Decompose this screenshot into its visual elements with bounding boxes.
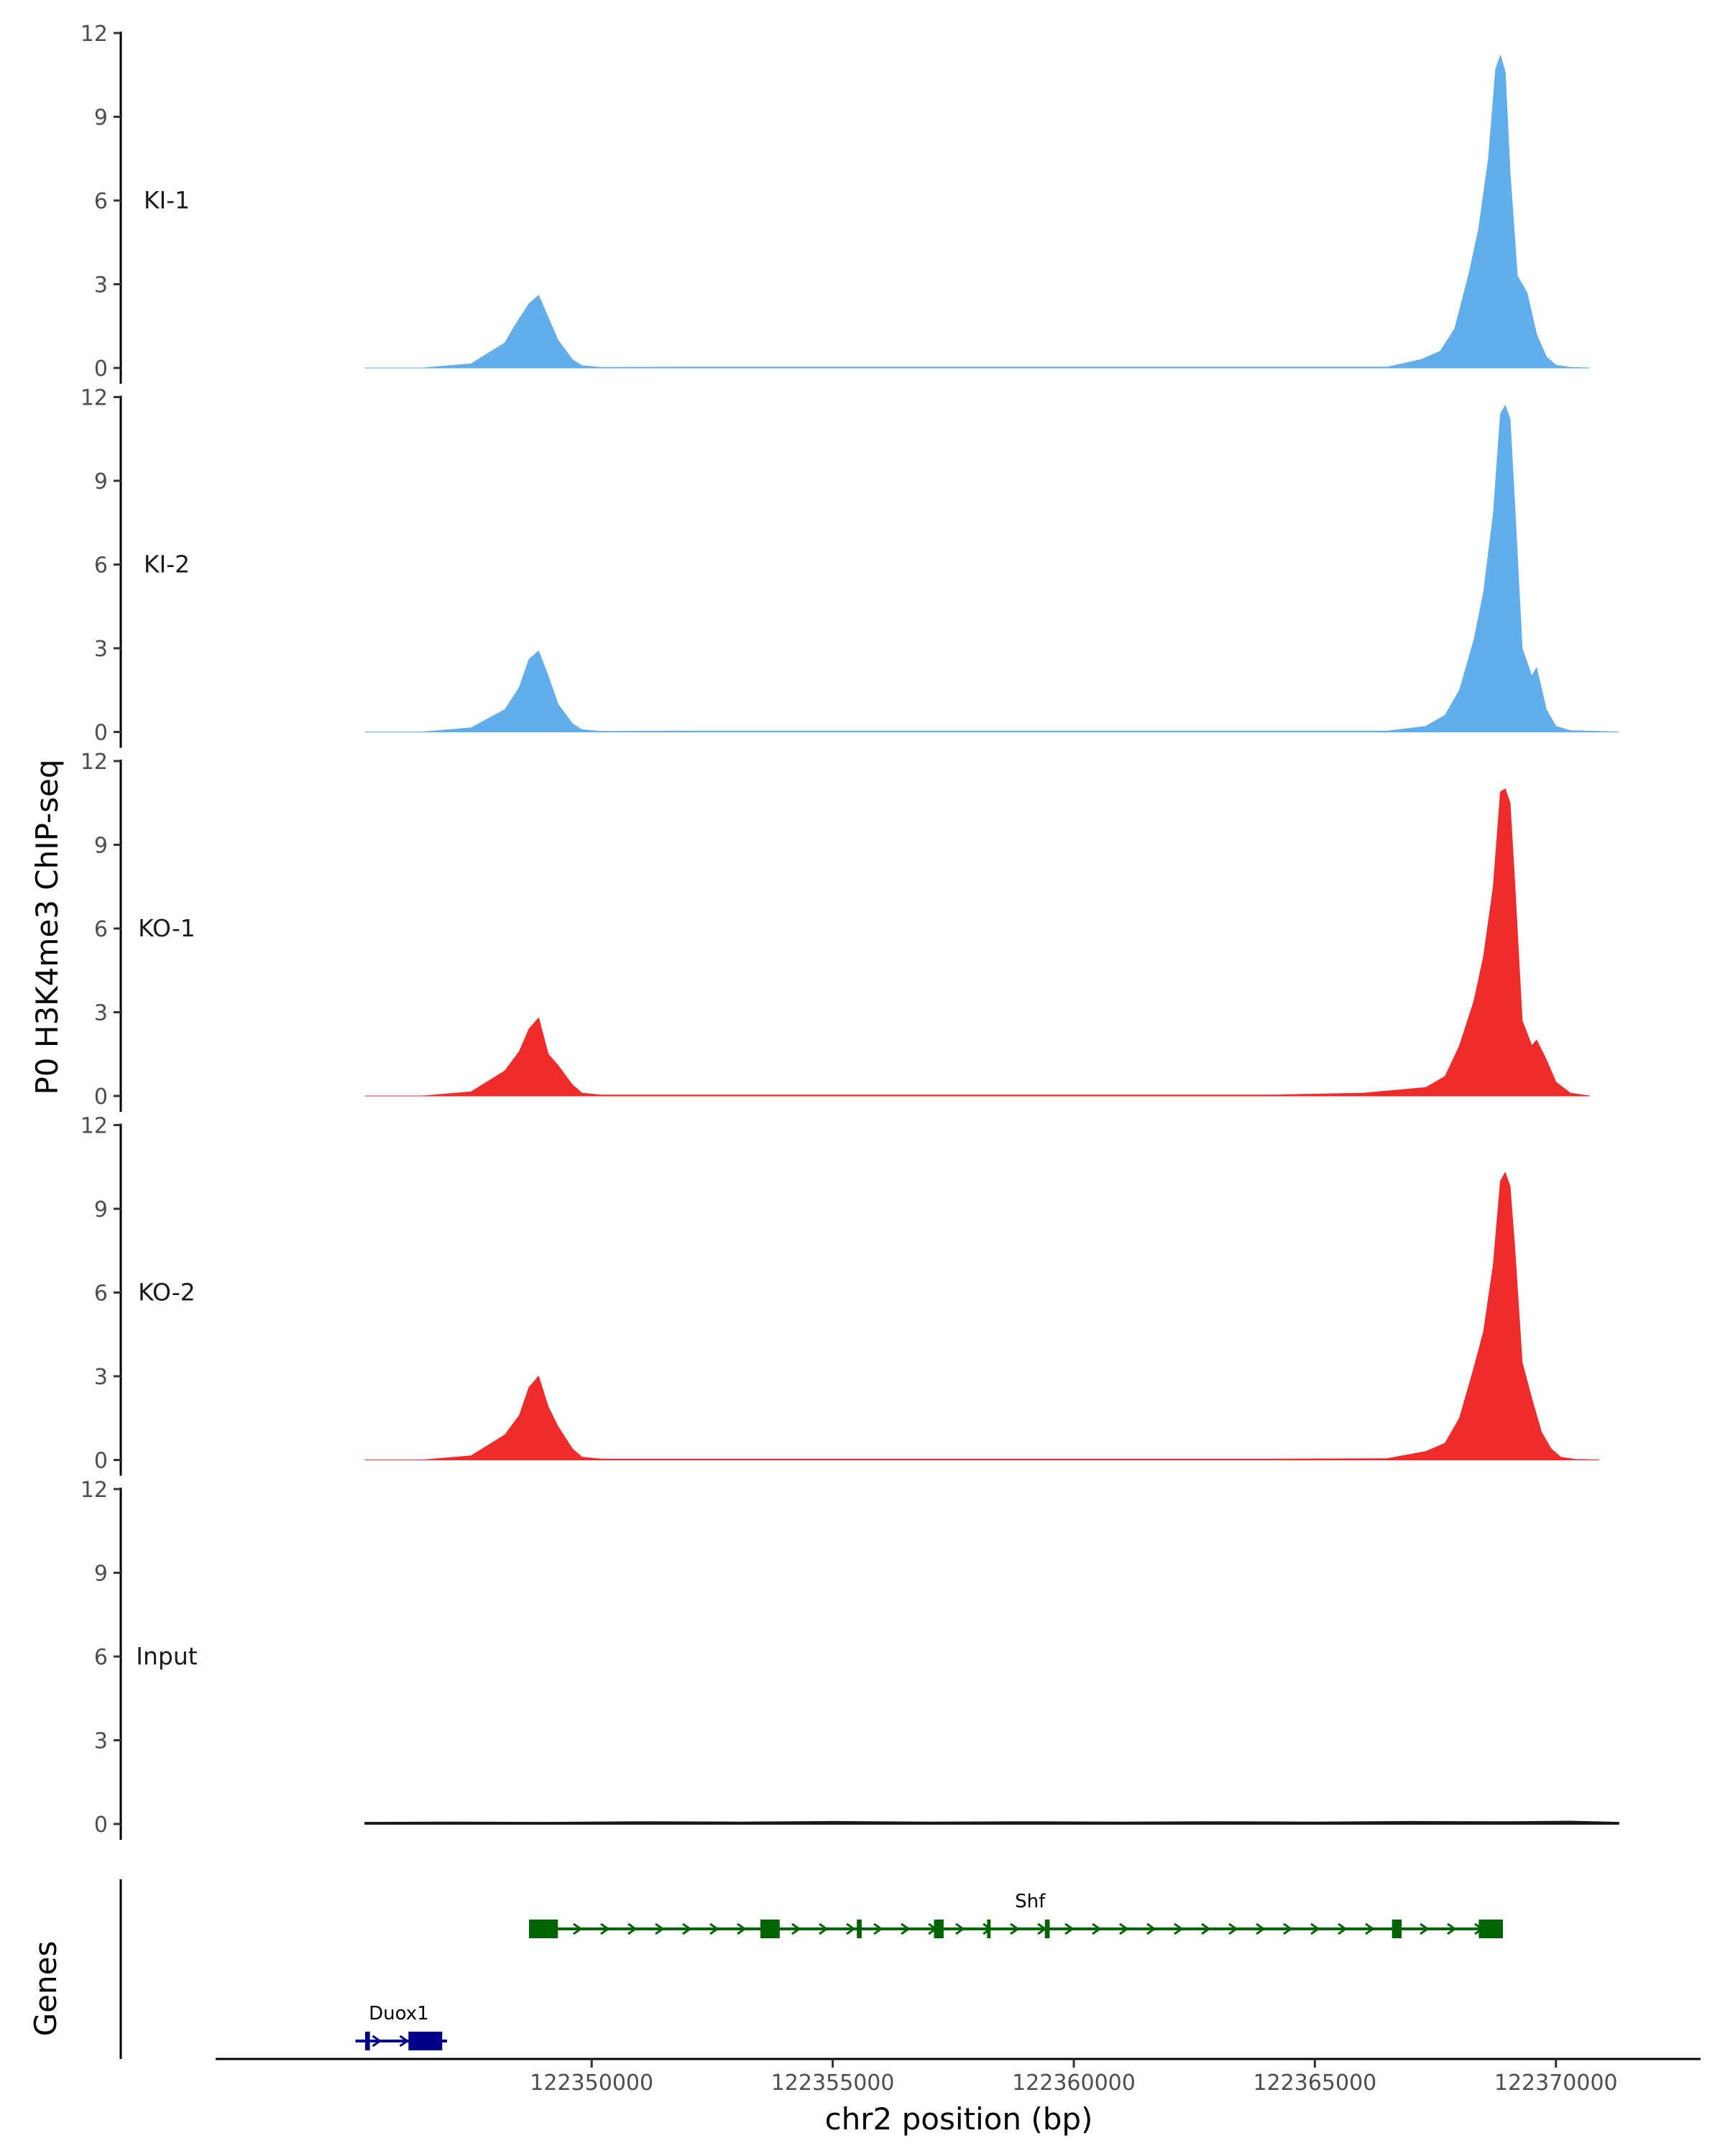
strand-chevron — [399, 2035, 410, 2047]
track-label: KI-1 — [144, 186, 190, 214]
y-tick-label: 12 — [80, 386, 108, 411]
strand-chevron — [873, 1922, 883, 1935]
signal-area — [364, 405, 1619, 732]
strand-chevron — [1447, 1922, 1457, 1935]
signal-area — [364, 55, 1591, 369]
strand-chevron — [627, 1922, 638, 1935]
gene-name-label: Shf — [1015, 1891, 1046, 1912]
strand-chevron — [1256, 1922, 1266, 1935]
x-tick-label: 122360000 — [1012, 2070, 1136, 2096]
strand-chevron — [1365, 1922, 1375, 1935]
signal-area — [364, 788, 1591, 1097]
strand-chevron — [372, 2035, 382, 2047]
y-tick-label: 6 — [94, 189, 108, 214]
x-tick-label: 122365000 — [1253, 2070, 1376, 2096]
y-tick-label: 12 — [80, 22, 108, 47]
exon-block — [760, 1920, 780, 1938]
y-tick-label: 3 — [94, 637, 108, 662]
y-tick-label: 3 — [94, 1729, 108, 1754]
exon-block — [408, 2032, 443, 2050]
strand-chevron — [955, 1922, 965, 1935]
strand-chevron — [846, 1922, 856, 1935]
strand-chevron — [1420, 1922, 1430, 1935]
track-panels: 0 3 6 9 12 KI-1 0 3 6 9 12 KI-2 0 3 6 9 12 KO-1 0 3 6 9 12 KO-2… — [80, 22, 1619, 1840]
exon-block — [1478, 1920, 1503, 1938]
y-tick-label: 6 — [94, 553, 108, 579]
y-tick-label: 6 — [94, 1645, 108, 1670]
gene-shf: Shf — [529, 1891, 1503, 1938]
x-axis-title: chr2 position (bp) — [825, 2101, 1093, 2137]
x-tick-label: 122370000 — [1494, 2070, 1618, 2096]
exon-block — [857, 1920, 862, 1938]
y-tick-label: 12 — [80, 1114, 108, 1139]
strand-chevron — [819, 1922, 829, 1935]
strand-chevron — [1201, 1922, 1211, 1935]
y-tick-label: 12 — [80, 750, 108, 775]
track-label: KI-2 — [144, 550, 190, 579]
y-tick-label: 9 — [94, 1197, 108, 1222]
y-tick-label: 0 — [94, 1812, 108, 1838]
y-tick-label: 3 — [94, 273, 108, 298]
strand-chevron — [682, 1922, 692, 1935]
genes-panel-title: Genes — [28, 1941, 63, 2037]
exon-block — [934, 1920, 944, 1938]
y-tick-label: 3 — [94, 1365, 108, 1390]
y-tick-label: 0 — [94, 1449, 108, 1474]
exon-block — [987, 1920, 991, 1938]
strand-chevron — [1010, 1922, 1020, 1935]
y-tick-label: 0 — [94, 356, 108, 382]
track-panel-ki-2: 0 3 6 9 12 KI-2 — [80, 386, 1619, 748]
strand-chevron — [1338, 1922, 1348, 1935]
x-tick-label: 122355000 — [771, 2070, 895, 2096]
strand-chevron — [1092, 1922, 1102, 1935]
y-tick-label: 6 — [94, 917, 108, 942]
strand-chevron — [1064, 1922, 1075, 1935]
strand-chevron — [1228, 1922, 1238, 1935]
strand-chevron — [791, 1922, 801, 1935]
x-tick-label: 122350000 — [530, 2070, 653, 2096]
track-panel-ko-2: 0 3 6 9 12 KO-2 — [80, 1114, 1600, 1476]
strand-chevron — [1119, 1922, 1129, 1935]
strand-chevron — [737, 1922, 747, 1935]
gene-duox1: Duox1 — [355, 2003, 447, 2050]
strand-chevron — [655, 1922, 665, 1935]
strand-chevron — [1283, 1922, 1293, 1935]
y-tick-label: 9 — [94, 834, 108, 859]
gene-name-label: Duox1 — [369, 2003, 429, 2024]
exon-block — [1044, 1920, 1050, 1938]
strand-chevron — [600, 1922, 610, 1935]
strand-chevron — [1310, 1922, 1320, 1935]
y-tick-label: 3 — [94, 1001, 108, 1026]
exon-block — [364, 2032, 370, 2050]
signal-area — [364, 1172, 1600, 1460]
strand-chevron — [1174, 1922, 1184, 1935]
y-tick-label: 9 — [94, 106, 108, 131]
y-tick-label: 9 — [94, 469, 108, 494]
y-tick-label: 9 — [94, 1562, 108, 1587]
track-panel-ko-1: 0 3 6 9 12 KO-1 — [80, 750, 1591, 1112]
genes-panel: Genes Shf Duox1 — [28, 1879, 1503, 2059]
track-label: KO-1 — [138, 914, 196, 942]
strand-chevron — [901, 1922, 911, 1935]
exon-block — [529, 1920, 558, 1938]
track-panel-ki-1: 0 3 6 9 12 KI-1 — [80, 22, 1591, 384]
y-axis-title: P0 H3K4me3 ChIP-seq — [29, 759, 65, 1095]
y-tick-label: 0 — [94, 1084, 108, 1110]
exon-block — [1392, 1920, 1402, 1938]
x-axis: chr2 position (bp) 122350000 122355000 122… — [216, 2058, 1701, 2137]
strand-chevron — [1146, 1922, 1156, 1935]
y-tick-label: 0 — [94, 721, 108, 746]
track-label: KO-2 — [138, 1279, 196, 1307]
track-panel-input: 0 3 6 9 12 Input — [80, 1478, 1619, 1840]
strand-chevron — [573, 1922, 583, 1935]
signal-area — [364, 1820, 1619, 1825]
y-tick-label: 6 — [94, 1281, 108, 1307]
track-label: Input — [136, 1642, 198, 1670]
strand-chevron — [709, 1922, 719, 1935]
y-tick-label: 12 — [80, 1478, 108, 1503]
